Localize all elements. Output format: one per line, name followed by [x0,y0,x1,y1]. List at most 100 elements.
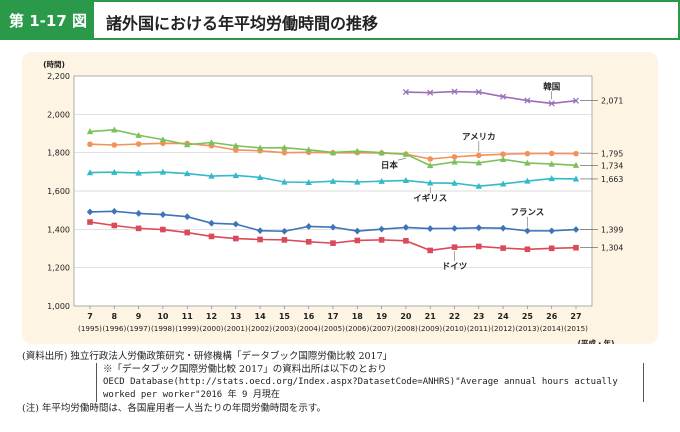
series-1663-point [524,177,531,184]
series-1304-point [87,219,93,225]
x-tick-label: 15 [279,312,291,321]
x-tick-sublabel: (2008) [394,324,418,333]
x-tick-sublabel: (1999) [175,324,199,333]
series-2071-name-label: 韓国 [543,81,560,92]
series-1304-point [281,237,288,243]
series-1399-point [524,227,531,235]
series-1734-point [451,158,458,165]
series-1734-name-leader [397,157,406,161]
series-1734-point [86,128,94,135]
y-tick-label: 1,600 [47,187,70,196]
series-1304-point [378,237,385,243]
x-tick-sublabel: (2005) [321,324,345,333]
series-2071-point [524,97,531,104]
x-tick-sublabel: (2011) [467,324,491,333]
series-1304-name-label: ドイツ [442,262,468,272]
line-chart: 1,000 1,200 1,400 1,600 1,800 2,000 2,200 (時間) 7… [43,59,623,344]
series-1304-point [111,222,118,229]
series-1734-point [524,159,531,166]
series-2071-point [548,100,555,107]
source-notes: (資料出所) 独立行政法人労働政策研究・研修機構「データブック国際労働比較 20… [22,350,662,415]
x-tick-label: 21 [425,312,437,321]
x-tick-sublabel: (1995) [78,324,102,333]
series-1304-point [184,229,190,236]
series-1795-point [451,154,458,160]
x-tick-sublabel: (2012) [491,324,515,333]
series-2071-end-label: 2,071 [601,97,623,106]
series-1663-point [451,179,458,186]
series-1399-point [305,223,312,230]
y-tick-label: 2,000 [47,110,70,119]
source-detail-box: ※「データブック国際労働比較 2017」の資料出所は以下のとおり OECD Da… [96,363,644,402]
x-tick-sublabel: (2002) [248,324,272,333]
y-tick-label: 2,200 [47,72,70,81]
series-1795-point [500,151,506,157]
series-1399-point [354,227,361,235]
series-1304-point [305,238,312,245]
series-2071-point [451,88,458,95]
x-tick-label: 16 [303,312,315,321]
series-1663-point [135,169,142,176]
series-1663-point [159,168,167,175]
series-1304-point [330,240,336,246]
x-tick-label: 20 [400,312,412,321]
series-1399-point [184,213,191,221]
x-tick-label: 19 [376,312,388,321]
series-1734-point [499,155,507,162]
series-1399-point [572,226,580,233]
series-1663-point [86,169,94,176]
x-tick-sublabel: (2004) [297,324,321,333]
series-1734-point [135,131,142,138]
series-1734-point [329,149,337,156]
x-tick-sublabel: (1998) [151,324,175,333]
x-tick-label: 23 [473,312,484,321]
series-1795-point [87,141,93,148]
series-1795-point [573,150,579,157]
series-1663-point [354,178,361,185]
series-1399-point [256,227,264,235]
series-1663-point [208,172,215,179]
x-tick-label: 18 [352,312,364,321]
x-unit-label: (平成・年) [578,338,615,344]
series-1734-point [402,150,410,157]
series-1663-point [184,170,191,177]
x-tick-sublabel: (2014) [540,324,564,333]
series-1795-point [548,150,555,157]
series-1399-end-label: 1,399 [601,226,623,235]
series-1663-point [305,178,312,185]
x-tick-label: 26 [546,312,558,321]
series-1304-point [427,247,433,254]
x-tick-sublabel: (2000) [200,324,224,333]
series-1399-point [329,223,337,231]
series-1399-point [499,224,507,232]
series-1663-point [232,172,239,179]
series-1795-point [524,150,531,157]
y-tick-label: 1,800 [47,149,70,158]
note-line: (注) 年平均労働時間は、各国雇用者一人当たりの年間労働時間を示す。 [22,403,326,414]
x-tick-sublabel: (2007) [370,324,394,333]
series-1663-point [427,179,434,186]
series-1795-end-label: 1,795 [601,150,623,159]
series-1399-point [548,227,555,235]
series-1663-end-label: 1,663 [601,175,623,184]
series-2071-point [475,89,482,96]
series-1734-point [305,146,312,153]
series-1304-point [548,245,555,252]
series-1304-point [257,236,263,243]
series-1734-point [427,162,434,169]
x-tick-label: 22 [449,312,460,321]
series-1795-point [233,147,239,153]
series-1734-point [281,144,288,151]
series-1795-point [427,156,434,162]
x-tick-label: 10 [157,312,169,321]
x-tick-label: 7 [87,312,93,321]
series-1399-point [475,224,482,232]
x-tick-label: 25 [522,312,534,321]
series-1399-point [427,225,434,232]
series-1399-point [135,210,142,217]
series-1399-name-label: フランス [510,208,544,218]
x-tick-sublabel: (1997) [127,324,151,333]
series-1734-point [184,141,191,148]
figure-number: 第 1-17 図 [2,2,94,38]
series-1795-name-label: アメリカ [462,132,496,142]
